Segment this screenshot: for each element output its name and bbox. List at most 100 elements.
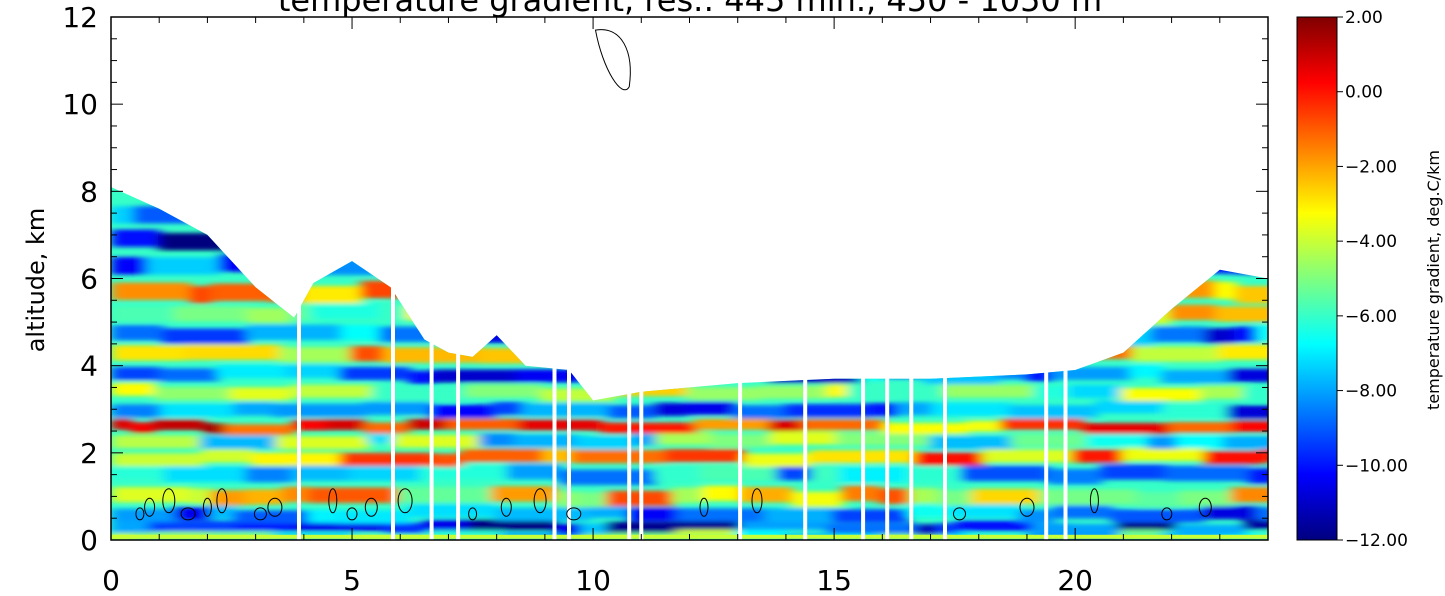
heat-cell [111,345,186,361]
heat-cell [1082,423,1171,434]
contour-loop [1089,488,1099,514]
heat-cell [941,384,1036,398]
heat-cell [111,382,156,396]
heat-cell [733,405,786,419]
contour-loop [267,497,283,517]
heat-cell [654,402,688,416]
heat-cell [1161,370,1231,384]
heat-cell [671,529,738,537]
heat-cell [1230,421,1268,432]
heat-cell [397,487,493,503]
contour-loop [1198,497,1212,517]
heat-cell [578,492,608,508]
heat-cell [838,466,910,483]
gap-strip [391,17,395,540]
heat-cell [1169,304,1217,320]
heat-cell [432,453,463,467]
heat-cell [588,504,629,518]
gap-strip [1044,17,1049,540]
gap-strip [738,17,743,540]
heat-cell [1243,518,1268,530]
heat-cell [348,465,422,481]
heat-cell [1256,325,1268,341]
heat-cell [279,347,352,363]
heat-cell [282,486,310,502]
heat-cell [275,436,370,450]
heat-cell [694,418,771,430]
heat-cell [341,324,381,341]
heat-cell [841,485,881,501]
heat-cell [800,419,885,431]
y-tick-label: 4 [80,350,98,383]
heat-cell [791,491,844,507]
y-tick-label: 8 [80,175,98,208]
heat-cell [111,229,161,247]
heat-cell [831,509,909,523]
heat-cell [784,404,871,418]
x-axis: 0 5 10 15 20 [102,17,1269,596]
contour-loop [468,507,478,521]
heat-cell [173,306,249,322]
heat-cell [408,504,498,518]
heat-cell [1010,433,1088,447]
heat-cell [1120,388,1203,402]
heat-cell [809,450,878,464]
heat-cell [914,452,985,466]
heat-cell [173,506,213,520]
gap-strip [1063,17,1068,540]
heat-cell [1031,523,1072,535]
colorbar-tick-label: −10.00 [1345,456,1408,476]
plot-area [111,17,1268,540]
heat-cell [289,384,374,398]
contour-loop [202,497,212,517]
colorbar-ticks: 2.00 0.00 −2.00 −4.00 −6.00 −8.00 −10.00 −12.00 [1337,8,1408,551]
heat-cell [460,449,545,463]
contour-loop [216,488,228,514]
heat-cell [701,485,742,501]
cloud-contour [594,29,631,91]
y-axis-label: altitude, km [22,208,50,353]
y-tick-label: 2 [80,437,98,470]
contour-loop [500,497,512,517]
heat-cell [111,257,149,275]
heat-cell [664,449,746,463]
heat-cell [111,206,135,224]
heat-cell [339,452,435,466]
heat-cell [1147,436,1178,450]
heat-cell [672,487,704,503]
heat-cell [111,487,191,503]
heat-cell [367,430,395,444]
heat-cell [111,367,161,381]
heat-cell [272,403,366,417]
heat-cell [1069,524,1120,535]
heat-cell [542,449,574,463]
heat-cell [739,519,829,530]
heat-cell [1222,436,1268,450]
heat-cell [1085,433,1150,447]
heat-cell [210,531,274,538]
heat-cell [882,423,968,434]
heat-cell [1018,509,1056,523]
heat-cell [811,465,841,481]
heat-cell [1233,326,1259,342]
heat-cell [1200,385,1245,399]
contour-loop [566,507,582,521]
heat-cell [965,420,1003,432]
heat-cell [686,387,761,401]
contour-loop [135,507,145,521]
heat-cell [309,302,382,319]
heat-cell [1047,469,1102,485]
contour-loop [364,497,378,517]
heat-cell [407,418,449,430]
contour-loop [346,507,358,521]
heat-cell [371,388,467,402]
gap-strip [943,17,947,540]
heat-cell [1226,405,1268,419]
heat-cell [479,433,516,447]
heat-cell [655,431,713,445]
heat-cell [111,464,166,480]
contour-loop [953,507,966,521]
heat-cell [1008,405,1098,419]
heat-cell [1115,529,1163,537]
heat-cell [216,364,287,378]
